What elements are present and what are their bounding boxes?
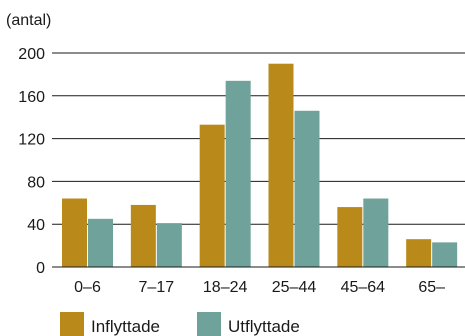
bars [52, 63, 465, 268]
x-tick-label-4: 45–64 [341, 279, 386, 296]
y-axis-unit-label: (antal) [6, 12, 51, 29]
legend-label-utflyttade: Utflyttade [228, 317, 300, 336]
bar-inflyttade-2 [199, 124, 225, 267]
gridlines [52, 52, 465, 268]
legend: Inflyttade Utflyttade [60, 312, 300, 336]
x-tick-label-5: 65– [418, 279, 445, 296]
x-tick-label-0: 0–6 [74, 279, 101, 296]
y-tick-label-80: 80 [27, 174, 45, 191]
y-axis-ticks: 0 40 80 120 160 200 [18, 46, 45, 277]
x-tick-label-3: 25–44 [272, 279, 317, 296]
bar-utflyttade-0 [88, 218, 113, 267]
bar-utflyttade-3 [294, 110, 320, 267]
y-tick-label-200: 200 [18, 46, 45, 63]
bar-utflyttade-2 [225, 80, 251, 267]
bar-inflyttade-0 [62, 198, 87, 267]
x-axis-ticks: 0–6 7–17 18–24 25–44 45–64 65– [74, 279, 445, 296]
bar-utflyttade-1 [156, 223, 182, 267]
legend-swatch-utflyttade [197, 312, 221, 336]
y-tick-label-160: 160 [18, 89, 45, 106]
y-tick-label-120: 120 [18, 132, 45, 149]
x-tick-label-2: 18–24 [203, 279, 248, 296]
y-tick-label-40: 40 [27, 217, 45, 234]
bar-inflyttade-5 [406, 239, 432, 267]
bar-inflyttade-3 [268, 63, 294, 268]
x-tick-label-1: 7–17 [139, 279, 175, 296]
bar-utflyttade-4 [363, 198, 389, 267]
legend-label-inflyttade: Inflyttade [91, 317, 160, 336]
y-tick-label-0: 0 [36, 260, 45, 277]
bar-utflyttade-5 [432, 242, 458, 267]
bar-inflyttade-1 [130, 204, 156, 267]
bar-inflyttade-4 [337, 207, 363, 267]
legend-swatch-inflyttade [60, 312, 84, 336]
